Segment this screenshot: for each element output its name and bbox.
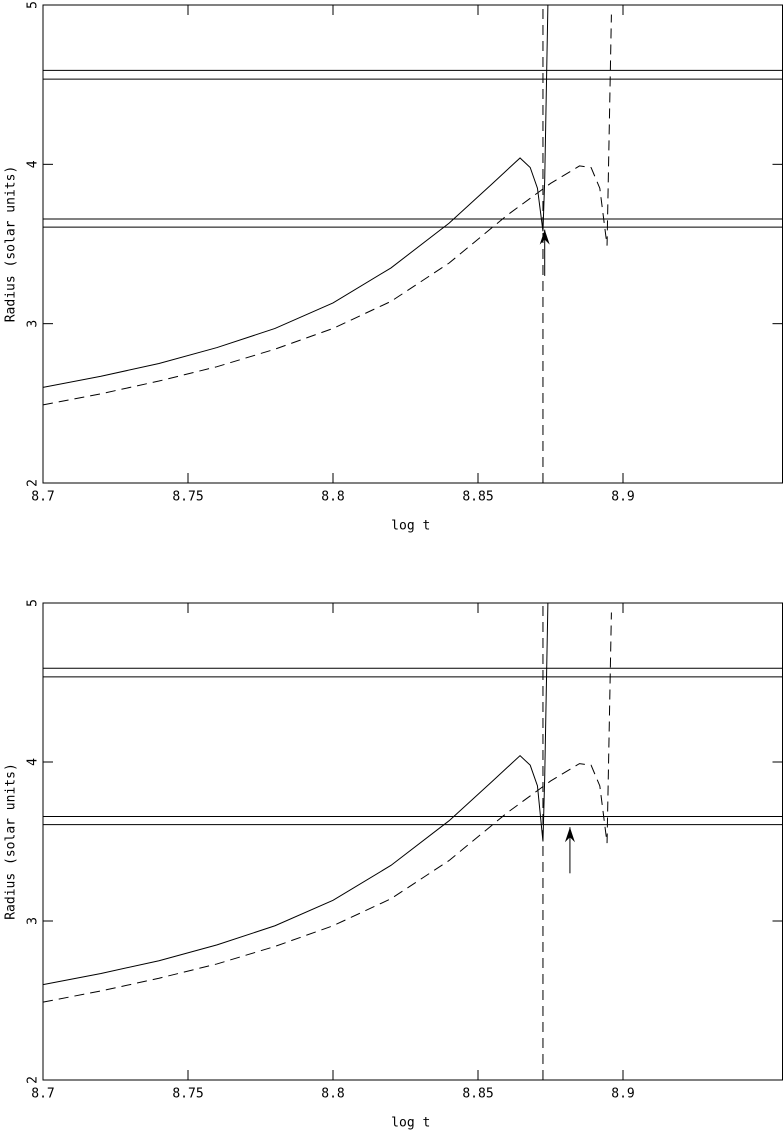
x-tick-label: 8.7 — [31, 1087, 54, 1102]
data-line — [42, 4, 549, 388]
y-tick-label: 4 — [26, 758, 41, 766]
y-tick-label: 3 — [26, 320, 41, 328]
y-axis-label: Radius (solar units) — [4, 166, 19, 323]
x-tick-label: 8.9 — [611, 1087, 634, 1102]
x-tick-label: 8.75 — [172, 490, 203, 505]
x-axis-label: log t — [391, 1116, 430, 1131]
x-tick-label: 8.8 — [321, 1087, 344, 1102]
x-tick-label: 8.7 — [31, 490, 54, 505]
plot-frame — [42, 602, 783, 1081]
x-tick-label: 8.75 — [172, 1087, 203, 1102]
y-axis-label: Radius (solar units) — [4, 763, 19, 920]
data-line — [42, 612, 612, 1003]
plot-frame — [42, 4, 783, 484]
data-line — [42, 602, 549, 986]
y-tick-label: 2 — [26, 479, 41, 487]
y-tick-label: 3 — [26, 917, 41, 925]
arrow-head — [539, 229, 550, 245]
y-tick-label: 5 — [26, 1, 41, 9]
x-tick-label: 8.8 — [321, 490, 344, 505]
y-tick-label: 4 — [26, 160, 41, 168]
x-tick-label: 8.9 — [611, 490, 634, 505]
x-tick-label: 8.85 — [462, 1087, 493, 1102]
y-tick-label: 5 — [26, 599, 41, 607]
arrow-head — [564, 827, 575, 843]
y-tick-label: 2 — [26, 1076, 41, 1084]
data-line — [42, 14, 612, 406]
x-tick-label: 8.85 — [462, 490, 493, 505]
x-axis-label: log t — [391, 519, 430, 534]
